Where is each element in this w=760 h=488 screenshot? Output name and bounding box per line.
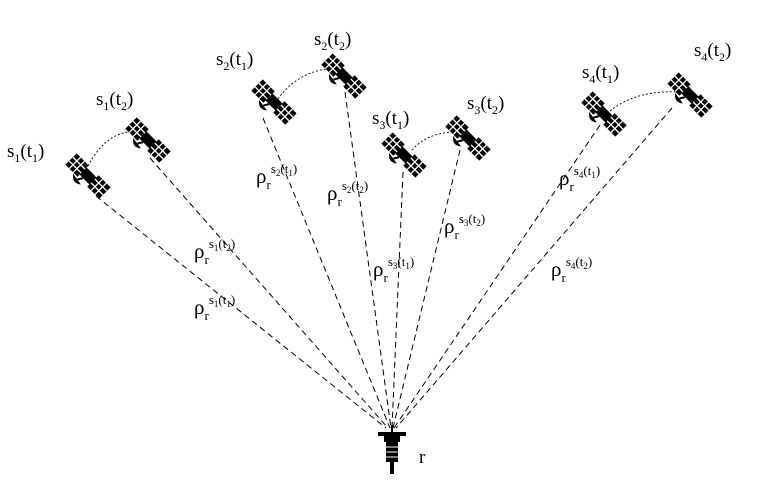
label-s2-t2: s2(t2) <box>314 29 351 53</box>
ray-s1-t1 <box>95 195 387 429</box>
satellite-icon <box>376 131 428 183</box>
range-label-s1-t2: ρrs1(t2) <box>194 236 235 267</box>
label-s1-t2: s1(t2) <box>96 89 133 113</box>
satellite-icon <box>120 116 172 168</box>
ray-s3-t1 <box>391 171 404 429</box>
orbit-arc-s3 <box>411 131 469 151</box>
receiver-label: r <box>419 447 426 468</box>
ray-s3-t2 <box>392 149 461 429</box>
receiver-antenna-icon <box>378 425 406 474</box>
label-s4-t1: s4(t1) <box>582 62 619 86</box>
label-s4-t2: s4(t2) <box>694 40 731 64</box>
range-label-s1-t1: ρrs1(t1) <box>194 292 235 323</box>
satellite-icon <box>576 90 628 142</box>
ray-s1-t2 <box>149 157 389 429</box>
orbit-arc-s1 <box>87 131 141 167</box>
range-label-s2-t1: ρrs2(t1) <box>256 161 297 192</box>
label-s3-t1: s3(t1) <box>372 108 409 132</box>
satellite-icon <box>440 114 492 166</box>
range-label-s4-t2: ρrs4(t2) <box>551 254 592 285</box>
range-label-s2-t2: ρrs2(t2) <box>327 178 368 209</box>
satellite-icon <box>316 52 368 104</box>
label-s3-t2: s3(t2) <box>467 93 504 117</box>
label-s1-t1: s1(t1) <box>7 141 44 165</box>
ray-s2-t1 <box>262 117 391 429</box>
satellite-icon <box>662 71 714 123</box>
range-label-s3-t1: ρrs3(t1) <box>373 254 414 285</box>
range-label-s4-t1: ρrs4(t1) <box>559 163 600 194</box>
ray-s4-t2 <box>395 107 673 429</box>
ray-s2-t2 <box>344 91 392 429</box>
range-label-s3-t2: ρrs3(t2) <box>444 211 485 242</box>
satellite-icon <box>60 152 112 204</box>
ray-s4-t1 <box>393 124 601 429</box>
label-s2-t1: s2(t1) <box>216 49 253 73</box>
